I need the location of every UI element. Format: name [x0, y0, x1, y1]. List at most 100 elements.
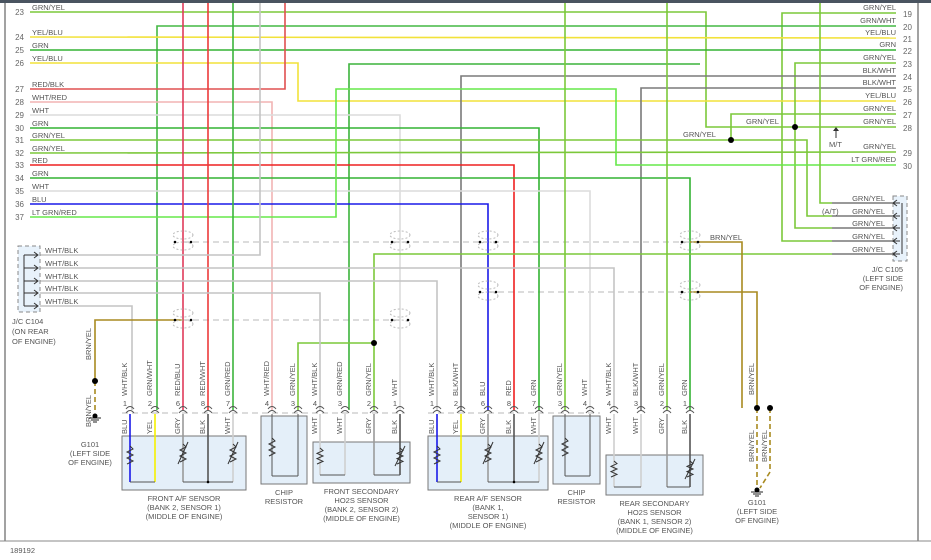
- component-box: [552, 415, 601, 485]
- inner-wire-label: GRY: [364, 418, 373, 434]
- pin-number: 3: [558, 399, 562, 408]
- pin-terminal-icon: [636, 406, 646, 414]
- pin-number: 2: [454, 399, 458, 408]
- pin-number: 1: [123, 399, 127, 408]
- variable-resistor-arrow-icon: [227, 441, 239, 465]
- right-row-label: GRN/WHT: [860, 16, 896, 25]
- pin-wire-label: RED/WHT: [198, 361, 207, 396]
- pin-terminal-icon: [456, 406, 466, 414]
- pin-terminal-icon: [395, 406, 405, 414]
- wire-c104-1: [40, 3, 261, 256]
- wire-brn-yel-drain-2: [690, 291, 758, 408]
- c105-terminal-icon: [832, 250, 900, 258]
- component-label: (BANK 2, SENSOR 2): [325, 505, 399, 514]
- inner-wire-label: WHT: [604, 417, 613, 434]
- wire-grn-wht-20: [156, 25, 896, 410]
- pin-number: 1: [430, 399, 434, 408]
- pin-terminal-icon: [340, 406, 350, 414]
- wire-grn-34: [30, 177, 691, 410]
- shield-icon: [679, 291, 701, 301]
- brn-yel-label: BRN/YEL: [710, 233, 742, 242]
- right-row-number: 25: [903, 85, 912, 94]
- c104-wire-label: WHT/BLK: [45, 272, 78, 281]
- left-row-number: 35: [15, 187, 24, 196]
- pin-terminal-icon: [369, 406, 379, 414]
- splice-dot: [767, 405, 773, 411]
- pin-number: 4: [313, 399, 317, 408]
- left-row-label: LT GRN/RED: [32, 208, 77, 217]
- pin-number: 7: [532, 399, 536, 408]
- inner-wire-label: GRY: [478, 418, 487, 434]
- wire-grn-yel-23: [30, 11, 896, 128]
- ground-label: OF ENGINE): [68, 458, 112, 467]
- shield-terminal: [406, 240, 410, 244]
- wire-grn-yel-c105-1: [819, 3, 832, 204]
- c105-terminal-icon: [832, 237, 900, 245]
- right-row-number: 24: [903, 73, 912, 82]
- component-label: (BANK 1, SENSOR 2): [618, 517, 692, 526]
- wire-wht-red-28: [30, 101, 273, 410]
- pin-terminal-icon: [150, 406, 160, 414]
- shield-terminal: [478, 290, 482, 294]
- shield-terminal: [680, 290, 684, 294]
- pin-terminal-icon: [178, 406, 188, 414]
- resistor-icon: [560, 437, 570, 457]
- right-row-number: 21: [903, 35, 912, 44]
- wire-grn-yel-r27: [730, 113, 896, 140]
- brn-yel-label: BRN/YEL: [760, 430, 769, 462]
- right-row-number: 26: [903, 98, 912, 107]
- inner-wire-label: WHT: [631, 417, 640, 434]
- junction-dot: [512, 480, 516, 484]
- left-row-number: 23: [15, 8, 24, 17]
- inner-wire-label: BLU: [427, 419, 436, 434]
- wire-grn-yel-r23: [794, 62, 896, 229]
- inner-wire-label: BLK: [504, 420, 513, 434]
- left-row-number: 37: [15, 213, 24, 222]
- right-row-label: LT GRN/RED: [851, 155, 896, 164]
- pin-terminal-icon: [685, 406, 695, 414]
- pin-number: 4: [583, 399, 587, 408]
- pin-terminal-icon: [483, 406, 493, 414]
- shield-terminal: [189, 318, 193, 322]
- c105-wire-label: GRN/YEL: [852, 232, 885, 241]
- c105-wire-label: GRN/YEL: [852, 219, 885, 228]
- component-box: [605, 454, 704, 496]
- left-row-label: GRN: [32, 41, 49, 50]
- shield-terminal: [680, 240, 684, 244]
- wire-brn-yel-g101-right-b: [759, 408, 771, 489]
- pin-number: 8: [507, 399, 511, 408]
- shield-icon: [477, 280, 499, 290]
- wire-grn-yel-31: [30, 139, 832, 217]
- right-row-label: YEL/BLU: [865, 91, 896, 100]
- shield-icon: [389, 241, 411, 251]
- pin-number: 2: [148, 399, 152, 408]
- shield-icon: [389, 319, 411, 329]
- component-label: FRONT SECONDARY: [324, 487, 399, 496]
- shield-icon: [389, 308, 411, 318]
- brn-yel-label: BRN/YEL: [84, 328, 93, 360]
- ground-label: G101: [748, 498, 766, 507]
- pin-wire-label: GRN: [529, 379, 538, 396]
- component-label: REAR SECONDARY: [619, 499, 689, 508]
- wire-c104-5: [40, 305, 133, 410]
- shield-terminal: [173, 240, 177, 244]
- c104-wire-label: WHT/BLK: [45, 284, 78, 293]
- resistor-icon: [125, 445, 135, 465]
- resistor-icon: [267, 437, 277, 457]
- wire-grn-yel-19: [781, 12, 896, 242]
- pin-number: 4: [265, 399, 269, 408]
- wire-yel-blu-26: [30, 62, 896, 102]
- junction-dot: [206, 480, 210, 484]
- pin-terminal-icon: [125, 406, 135, 414]
- splice-dot: [792, 124, 798, 130]
- pin-terminal-icon: [432, 406, 442, 414]
- right-row-label: GRN/YEL: [863, 53, 896, 62]
- splice-label: GRN/YEL: [683, 130, 716, 139]
- left-row-label: GRN: [32, 169, 49, 178]
- shield-terminal: [406, 318, 410, 322]
- shield-terminal: [390, 318, 394, 322]
- wire-red-blk-27: [30, 3, 286, 90]
- pin-number: 3: [338, 399, 342, 408]
- pin-number: 2: [660, 399, 664, 408]
- shield-icon: [172, 241, 194, 251]
